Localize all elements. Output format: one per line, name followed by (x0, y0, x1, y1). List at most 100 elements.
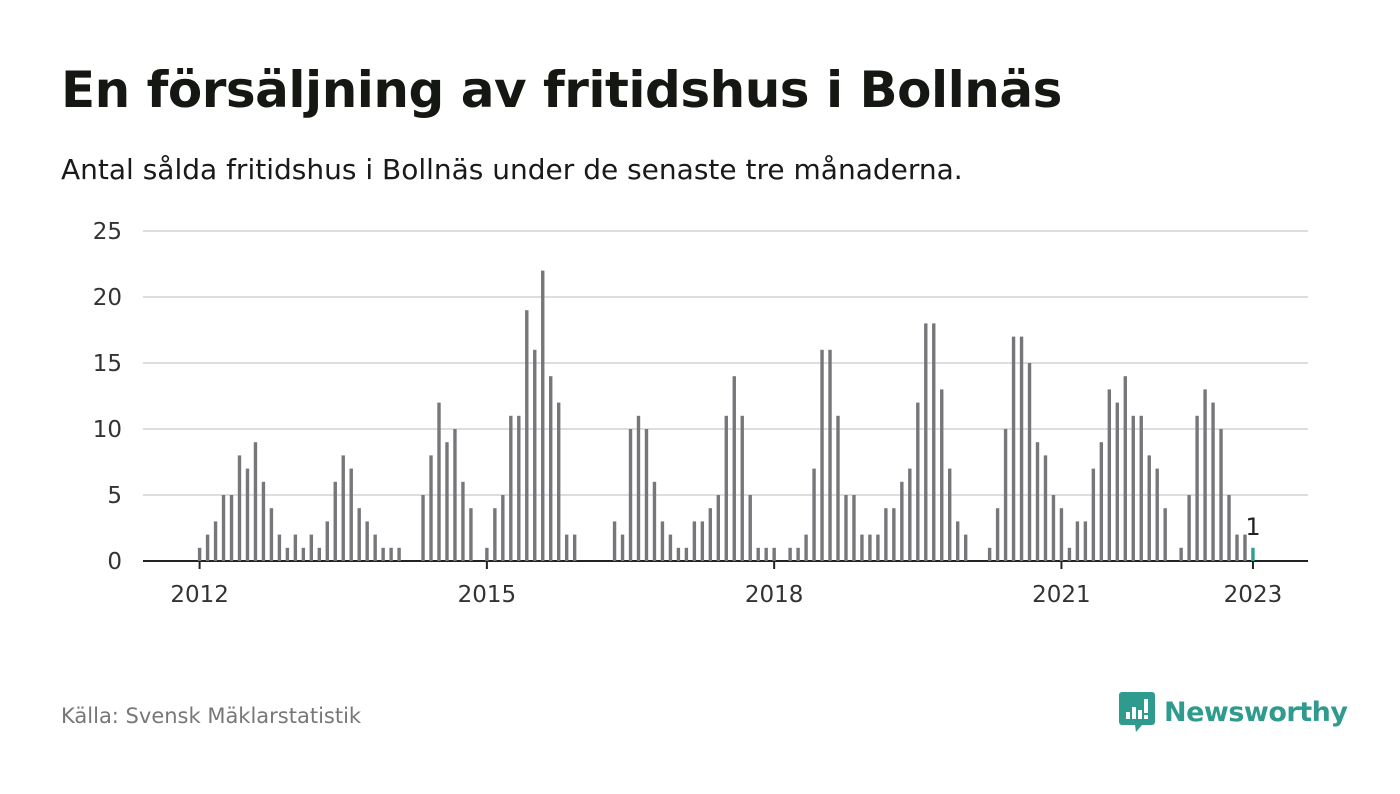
bar (1059, 508, 1064, 561)
y-tick-label: 0 (107, 549, 122, 575)
bar (908, 468, 912, 561)
bar (237, 455, 242, 561)
bar (1187, 495, 1191, 561)
bar (1011, 336, 1016, 561)
bar (493, 508, 497, 561)
data-labels: 1 (1245, 513, 1260, 541)
newsworthy-logo-icon (1119, 692, 1155, 732)
bar (564, 534, 569, 561)
bar (429, 455, 433, 561)
bar (1139, 415, 1143, 561)
bar (381, 547, 385, 561)
bar (1147, 455, 1151, 561)
bar (205, 534, 210, 561)
bar (485, 547, 489, 561)
bar (461, 481, 465, 561)
bar (221, 495, 226, 561)
bar (453, 429, 457, 561)
y-tick-label: 15 (93, 351, 122, 377)
bar (684, 547, 689, 561)
bar (836, 415, 840, 561)
bar (716, 495, 720, 561)
bar (1075, 521, 1080, 561)
bar (1235, 534, 1239, 561)
y-tick-label: 25 (93, 219, 122, 245)
chart-title: En försäljning av fritidshus i Bollnäs (61, 61, 1062, 119)
bar (1107, 389, 1112, 561)
bar (285, 547, 290, 561)
brand-logo: Newsworthy (1118, 690, 1348, 734)
bar (373, 534, 377, 561)
bar (636, 415, 641, 561)
bar (1243, 534, 1247, 561)
bar (948, 468, 952, 561)
bar (628, 429, 633, 561)
y-axis-ticks: 0 5 10 15 20 25 (93, 219, 122, 575)
bar (660, 521, 665, 561)
bar (213, 521, 218, 561)
bar (852, 495, 856, 561)
bar (995, 508, 1000, 561)
bar (253, 442, 258, 561)
bar (820, 349, 824, 561)
bar (860, 534, 864, 561)
bar (940, 389, 944, 561)
bar (1219, 429, 1223, 561)
bar (421, 495, 425, 561)
bar (349, 468, 353, 561)
bar (397, 547, 401, 561)
bar (293, 534, 298, 561)
bar (261, 481, 266, 561)
bar (772, 547, 776, 561)
x-tick-label: 2018 (745, 582, 804, 608)
bar (724, 415, 728, 561)
bar (389, 547, 393, 561)
bar (1035, 442, 1040, 561)
y-tick-label: 20 (93, 285, 122, 311)
bar (676, 547, 681, 561)
bar (1195, 415, 1199, 561)
bar (804, 534, 808, 561)
bar (541, 270, 545, 561)
bar (884, 508, 888, 561)
bar (469, 508, 473, 561)
bar (764, 547, 768, 561)
bar (1203, 389, 1207, 561)
bar (1155, 468, 1159, 561)
bar-highlight (1251, 547, 1255, 561)
bar (437, 402, 441, 561)
bar-chart: 0 5 10 15 20 25 2012 2015 2018 2021 2023 1 (93, 219, 1308, 608)
bar (357, 508, 361, 561)
bar (229, 495, 234, 561)
bars (197, 270, 1255, 561)
bar (812, 468, 816, 561)
bar (844, 495, 848, 561)
source-note: Källa: Svensk Mäklarstatistik (61, 704, 362, 728)
bar (668, 534, 673, 561)
x-tick-label: 2015 (458, 582, 517, 608)
bar (517, 415, 521, 561)
bar (1227, 495, 1231, 561)
bar (1179, 547, 1183, 561)
bar (732, 376, 736, 561)
bar (1163, 508, 1167, 561)
bar (644, 429, 649, 561)
bar (1211, 402, 1215, 561)
bar (309, 534, 314, 561)
x-tick-label: 2021 (1032, 582, 1091, 608)
bar (197, 547, 202, 561)
bar (1123, 376, 1127, 561)
x-axis-ticks: 2012 2015 2018 2021 2023 (170, 561, 1282, 608)
bar (1027, 363, 1032, 561)
bar (620, 534, 625, 561)
bar (533, 349, 537, 561)
bar (1051, 495, 1056, 561)
bar (963, 534, 968, 561)
bar (956, 521, 960, 561)
bar (708, 508, 713, 561)
bar (748, 495, 752, 561)
bar (900, 481, 904, 561)
bar (924, 323, 928, 561)
bar (549, 376, 553, 561)
bar (740, 415, 744, 561)
